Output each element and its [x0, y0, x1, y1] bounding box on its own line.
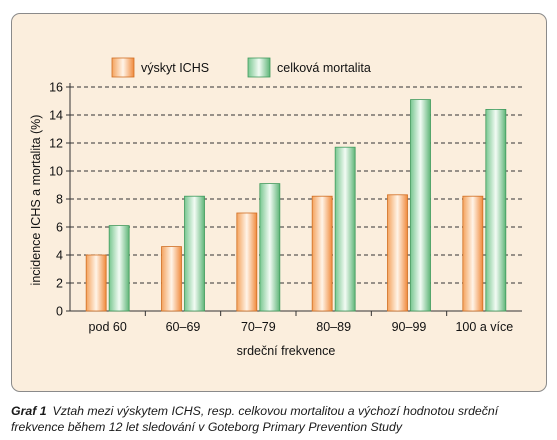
y-tick-label: 2 [56, 277, 63, 291]
bar-ichs [311, 195, 333, 312]
bar-mortality [410, 99, 431, 312]
bar-mortality [108, 225, 130, 312]
y-tick-label: 6 [56, 221, 63, 235]
caption-label: Graf 1 [11, 404, 47, 418]
y-tick-label: 14 [49, 109, 63, 123]
legend-label: výskyt ICHS [141, 61, 209, 75]
legend: výskyt ICHS celková mortalita [111, 57, 371, 78]
bar-ichs [462, 195, 484, 312]
bar-chart: 0 2 4 6 8 10 12 14 16 pod 60 60–69 70–79 80–89 90–99 1… [29, 57, 522, 358]
x-tick-label: pod 60 [89, 320, 127, 334]
grid-lines [70, 86, 522, 284]
caption-text: Vztah mezi výskytem ICHS, resp. celkovou… [11, 404, 499, 434]
x-tick-label: 70–79 [241, 320, 276, 334]
bar-mortality [259, 183, 281, 312]
axes [66, 83, 522, 316]
tick-labels: 0 2 4 6 8 10 12 14 16 pod 60 60–69 70–79 80–89 90–99 1… [49, 81, 513, 335]
legend-swatch [247, 57, 271, 78]
x-tick-label: 90–99 [392, 320, 427, 334]
bar-mortality [334, 146, 356, 312]
bar-ichs [387, 194, 408, 312]
bar-mortality [485, 109, 507, 312]
y-axis-label: incidence ICHS a mortalita (%) [29, 115, 43, 286]
y-tick-label: 16 [49, 81, 63, 95]
x-axis-label: srdeční frekvence [237, 344, 336, 358]
y-tick-label: 10 [49, 165, 63, 179]
bar-ichs [161, 246, 182, 312]
bar-mortality [184, 195, 205, 312]
y-tick-label: 8 [56, 193, 63, 207]
legend-swatch [111, 57, 135, 78]
x-tick-label: 80–89 [316, 320, 351, 334]
bars [85, 99, 507, 312]
bar-ichs [85, 254, 107, 312]
x-tick-label: 100 a více [455, 320, 513, 334]
bar-ichs [236, 212, 258, 312]
y-tick-label: 12 [49, 137, 63, 151]
y-tick-label: 0 [56, 305, 63, 319]
x-tick-label: 60–69 [166, 320, 201, 334]
figure-caption: Graf 1 Vztah mezi výskytem ICHS, resp. ce… [11, 403, 551, 435]
legend-label: celková mortalita [277, 61, 371, 75]
y-tick-label: 4 [56, 249, 63, 263]
